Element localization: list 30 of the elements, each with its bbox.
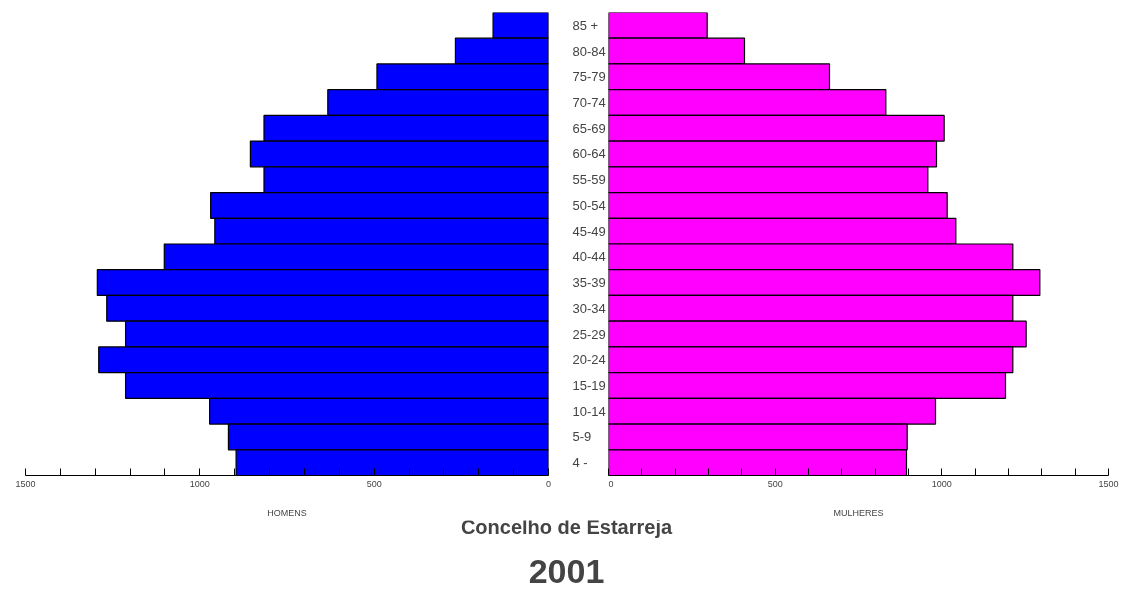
text: Concelho de Estarreja <box>460 516 673 539</box>
x-tick-label: 1500 <box>1098 478 1119 489</box>
x-tick-label: 1000 <box>931 478 952 489</box>
x-tick-label: 0 <box>608 478 614 489</box>
x-tick-label: 500 <box>366 478 382 489</box>
y-tick-label: 10-14 <box>572 403 606 419</box>
x-tick-label: 0 <box>546 478 552 489</box>
y-tick-label: 55-59 <box>572 172 606 188</box>
y-tick-label: 30-34 <box>572 300 606 316</box>
y-tick-label: 50-54 <box>572 197 606 213</box>
x-tick-label: 1000 <box>189 478 210 489</box>
y-tick-label: 15-19 <box>572 377 606 393</box>
y-tick-label: 60-64 <box>572 146 606 162</box>
x-axis-title: HOMENS <box>267 507 307 518</box>
y-tick-label: 70-74 <box>572 95 606 111</box>
y-tick-label: 75-79 <box>572 69 606 85</box>
x-tick-label: 500 <box>767 478 783 489</box>
y-tick-label: 20-24 <box>572 352 606 368</box>
y-tick-label: 65-69 <box>572 120 606 136</box>
x-tick-label: 1500 <box>15 478 36 489</box>
y-tick-label: 40-44 <box>572 249 606 265</box>
y-tick-label: 4 - <box>572 455 588 471</box>
y-tick-label: 35-39 <box>572 275 606 291</box>
y-tick-label: 45-49 <box>572 223 606 239</box>
y-tick-label: 80-84 <box>572 43 606 59</box>
y-tick-label: 25-29 <box>572 326 606 342</box>
x-axis-title: MULHERES <box>833 507 884 518</box>
text: 2001 <box>528 552 605 591</box>
y-tick-label: 85 + <box>572 17 599 33</box>
y-tick-label: 5-9 <box>572 429 592 445</box>
